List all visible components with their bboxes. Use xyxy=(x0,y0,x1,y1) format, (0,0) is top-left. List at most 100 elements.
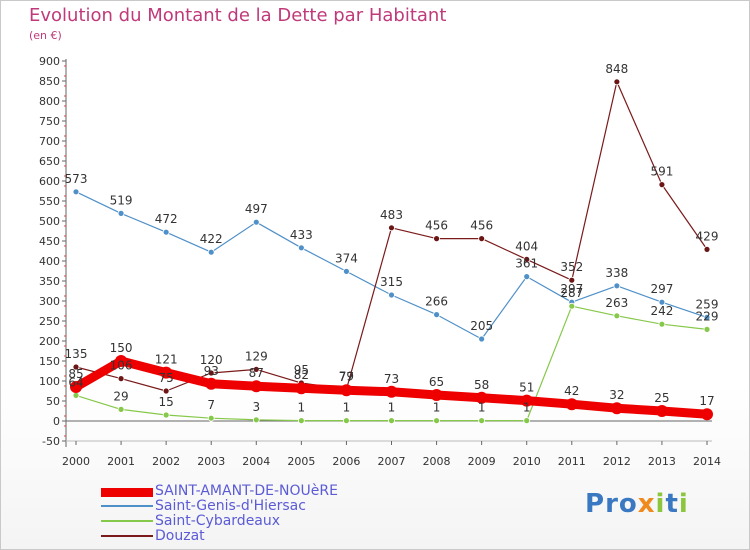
data-point xyxy=(297,417,305,425)
data-label: 374 xyxy=(335,251,358,265)
data-point xyxy=(430,389,443,401)
x-tick-label: 2001 xyxy=(107,455,135,468)
proxiti-logo: Proxiti xyxy=(585,489,689,519)
y-tick-label: 50 xyxy=(46,395,60,408)
data-point xyxy=(385,385,398,398)
data-label: 404 xyxy=(515,239,538,253)
data-point xyxy=(658,181,666,189)
data-label: 472 xyxy=(155,212,178,226)
data-point xyxy=(433,417,440,425)
data-point xyxy=(613,282,621,290)
data-point xyxy=(162,411,170,419)
legend-swatch xyxy=(101,520,153,522)
x-tick-label: 2008 xyxy=(423,455,451,468)
x-tick-label: 2004 xyxy=(242,455,270,468)
data-label: 456 xyxy=(425,219,448,233)
y-tick-label: 450 xyxy=(39,235,60,248)
data-point xyxy=(117,209,125,217)
data-label: 85 xyxy=(68,367,83,381)
data-point xyxy=(297,244,305,252)
data-point xyxy=(117,375,125,383)
legend-swatch xyxy=(101,535,153,537)
data-label: 422 xyxy=(200,232,223,246)
data-label: 259 xyxy=(696,297,719,311)
data-point xyxy=(658,320,666,328)
legend-item: Saint-Cybardeaux xyxy=(101,513,421,530)
legend-label: SAINT-AMANT-DE-NOUèRE xyxy=(155,483,338,499)
x-tick-label: 2013 xyxy=(648,455,676,468)
data-point xyxy=(72,188,80,196)
data-point xyxy=(388,224,395,232)
data-label: 361 xyxy=(515,257,538,271)
data-label: 51 xyxy=(519,381,534,395)
data-label: 82 xyxy=(294,368,309,382)
data-label: 95 xyxy=(294,363,309,377)
data-label: 263 xyxy=(605,296,628,310)
data-point xyxy=(72,391,80,399)
data-point xyxy=(433,311,440,319)
data-point xyxy=(252,218,260,226)
data-point xyxy=(478,235,486,243)
y-tick-label: 300 xyxy=(39,295,60,308)
data-point xyxy=(613,78,621,86)
data-label: 205 xyxy=(470,319,493,333)
y-tick-label: 500 xyxy=(39,215,60,228)
x-tick-label: 2006 xyxy=(332,455,360,468)
legend: SAINT-AMANT-DE-NOUèRE Saint-Genis-d'Hier… xyxy=(101,483,421,545)
data-label: 429 xyxy=(696,229,719,243)
y-tick-label: 800 xyxy=(39,95,60,108)
data-label: 87 xyxy=(249,366,264,380)
y-tick-label: 700 xyxy=(39,135,60,148)
data-point xyxy=(565,398,578,411)
x-tick-label: 2009 xyxy=(468,455,496,468)
data-label: 1 xyxy=(388,401,396,415)
data-point xyxy=(701,408,713,421)
legend-swatch xyxy=(101,505,153,507)
data-point xyxy=(117,405,125,413)
data-label: 129 xyxy=(245,349,268,363)
data-label: 242 xyxy=(650,304,673,318)
line-chart: -50 0 50 100 150 200 250 300 350 400 450 500 550 600 6… xyxy=(39,55,721,468)
data-point xyxy=(568,302,576,310)
x-tick-label: 2012 xyxy=(603,455,631,468)
data-label: 1 xyxy=(433,401,441,415)
x-tick-label: 2010 xyxy=(513,455,541,468)
data-label: 266 xyxy=(425,295,448,309)
x-tick-label: 2005 xyxy=(287,455,315,468)
data-label: 150 xyxy=(110,341,133,355)
data-point xyxy=(388,417,395,425)
data-label: 65 xyxy=(429,375,444,389)
legend-item: Douzat xyxy=(101,528,421,545)
series-line xyxy=(75,81,708,392)
data-label: 32 xyxy=(609,388,624,402)
y-tick-label: 100 xyxy=(39,375,60,388)
data-point xyxy=(703,313,711,321)
y-tick-label: 650 xyxy=(39,155,60,168)
y-tick-label: 200 xyxy=(39,335,60,348)
data-point xyxy=(250,380,263,393)
data-label: 1 xyxy=(478,401,486,415)
legend-label: Douzat xyxy=(155,528,205,544)
y-tick-label: 600 xyxy=(39,175,60,188)
data-label: 591 xyxy=(650,165,673,179)
data-label: 7 xyxy=(207,398,215,412)
data-label: 1 xyxy=(298,401,306,415)
y-tick-label: 750 xyxy=(39,115,60,128)
data-point xyxy=(478,335,486,343)
legend-label: Saint-Cybardeaux xyxy=(155,513,281,529)
legend-swatch xyxy=(101,488,153,497)
data-point xyxy=(658,298,666,306)
data-label: 315 xyxy=(380,275,403,289)
data-label: 135 xyxy=(65,347,88,361)
legend-item: Saint-Genis-d'Hiersac xyxy=(101,498,421,515)
data-label: 229 xyxy=(696,309,719,323)
data-label: 25 xyxy=(654,391,669,405)
data-point xyxy=(115,355,128,367)
data-label: 297 xyxy=(650,282,673,296)
y-tick-label: 0 xyxy=(53,415,60,428)
data-label: 352 xyxy=(560,260,583,274)
data-label: 121 xyxy=(155,353,178,367)
data-label: 120 xyxy=(200,353,223,367)
data-label: 75 xyxy=(159,371,174,385)
